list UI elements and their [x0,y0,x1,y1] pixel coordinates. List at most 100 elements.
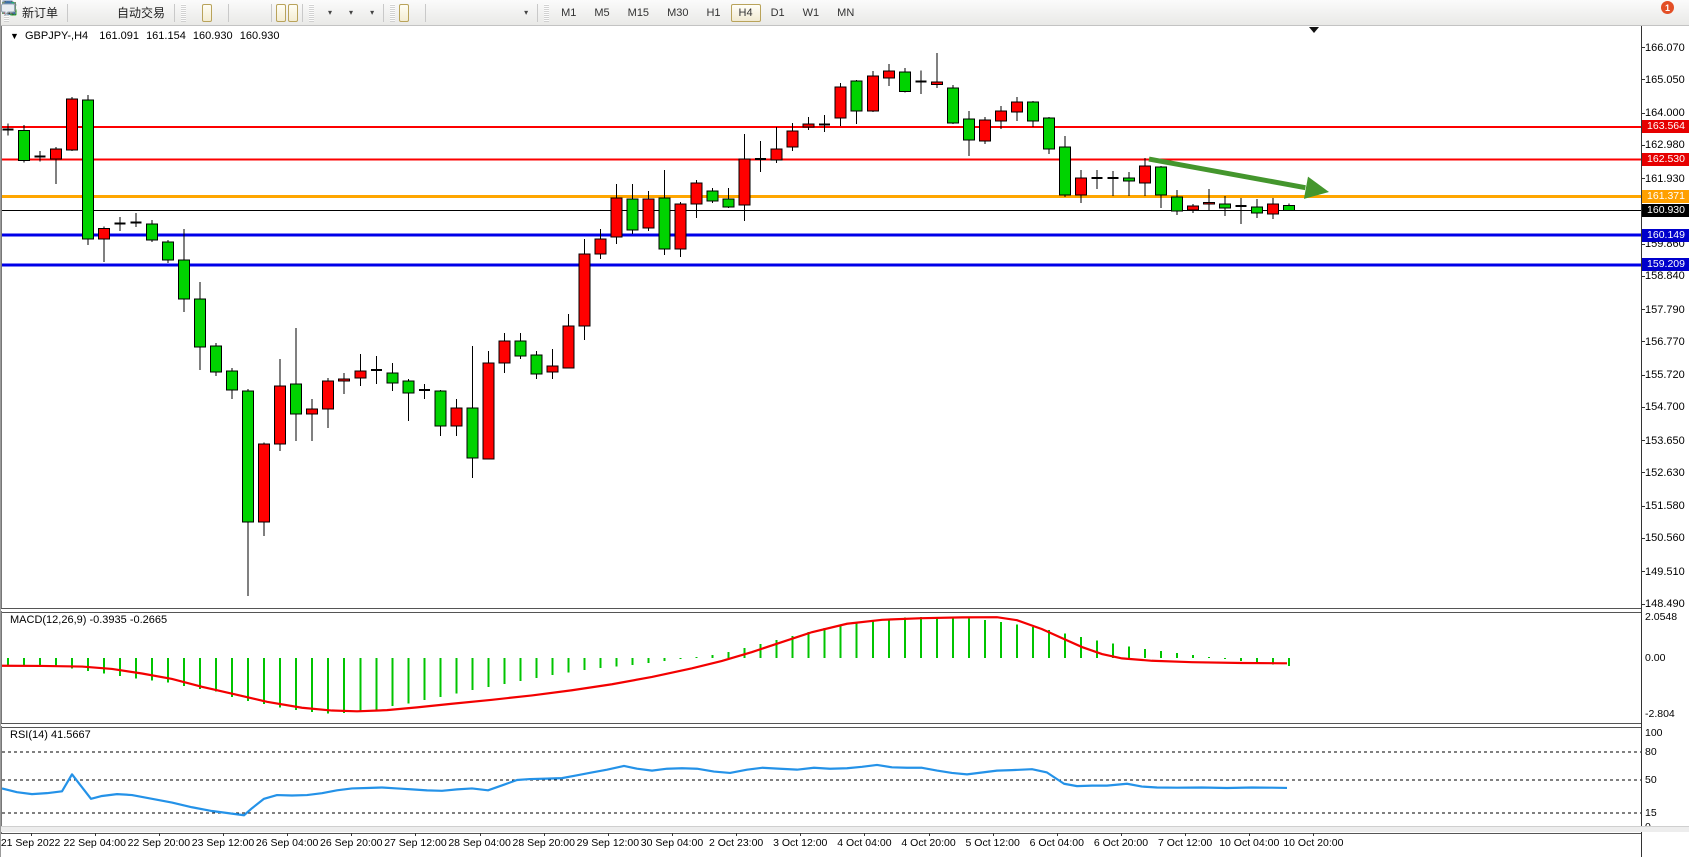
collapse-triangle-icon[interactable]: ▼ [10,31,19,41]
candle[interactable] [594,229,607,260]
candle[interactable] [1123,172,1136,197]
candle[interactable] [49,147,62,185]
candle[interactable] [418,384,430,399]
arrows-button[interactable]: ▾ [2,2,533,22]
candle[interactable] [17,124,30,163]
market-watch-button[interactable] [1,4,82,22]
candle[interactable] [755,141,767,173]
candle[interactable] [370,355,382,385]
candle[interactable] [65,97,78,152]
candle[interactable] [194,282,207,371]
bar-chart-button[interactable] [2,2,200,22]
candlestick-chart-button[interactable] [2,1,213,22]
candle[interactable] [146,220,159,242]
horizontal-line-button[interactable] [3,4,452,22]
candle[interactable] [690,179,703,218]
candle[interactable] [946,85,959,124]
scroll-to-end-button[interactable] [2,2,287,22]
candle[interactable] [1171,190,1184,216]
candle[interactable] [674,202,687,258]
candle[interactable] [1010,97,1023,122]
candle[interactable] [514,333,527,360]
candle[interactable] [770,127,783,163]
cursor-button[interactable] [6,2,410,22]
candle[interactable] [1026,101,1039,128]
candle[interactable] [354,354,367,386]
candle[interactable] [1283,203,1296,211]
candle[interactable] [274,359,287,452]
notifications-button[interactable]: 1 [1,1,1679,22]
candle[interactable] [658,169,671,255]
candle[interactable] [1187,204,1200,213]
timeframe-m5-button[interactable]: M5 [594,6,610,19]
candle[interactable] [578,239,591,341]
candle[interactable] [786,123,799,152]
trend-arrow[interactable] [1148,156,1329,199]
candle[interactable] [1058,135,1071,198]
candle[interactable] [850,79,863,124]
timeframe-h1-button[interactable]: H1 [706,6,721,19]
fibonacci-button[interactable]: F [3,2,488,22]
chevron-down-icon[interactable]: ▾ [328,8,333,17]
chevron-down-icon[interactable]: ▾ [349,8,354,17]
vertical-line-button[interactable] [8,2,440,22]
candle[interactable] [290,328,303,442]
candle[interactable] [915,70,927,94]
new-order-button[interactable]: 新订单 [2,0,63,22]
candle[interactable] [1235,198,1247,224]
candle[interactable] [930,53,943,88]
candle[interactable] [530,351,543,380]
candle[interactable] [1074,169,1087,204]
candle[interactable] [642,191,655,231]
candle[interactable] [898,67,911,93]
chevron-down-icon[interactable]: ▾ [524,8,529,17]
candle[interactable] [258,442,271,536]
candle[interactable] [706,188,719,204]
candle[interactable] [210,342,223,376]
candle[interactable] [34,151,46,162]
candle[interactable] [834,83,847,126]
candle[interactable] [242,389,255,597]
templates-button[interactable]: ▾ [2,2,379,22]
candle[interactable] [962,110,975,156]
crosshair-button[interactable] [3,2,421,22]
panel-separator[interactable] [1,723,1641,728]
candle[interactable] [386,363,399,392]
indicators-button[interactable]: ▾ [2,2,337,22]
candle[interactable] [1219,196,1232,217]
time-axis[interactable]: 21 Sep 2022 22 Sep 04:00 22 Sep 20:00 23 Se… [1,833,1641,852]
text-button[interactable]: A [5,2,500,22]
tile-windows-button[interactable] [3,2,267,22]
rsi-panel[interactable]: RSI(14) 41.5667 [1,726,1642,833]
candle[interactable] [1091,169,1103,190]
candle[interactable] [322,378,335,429]
search-button[interactable] [2,1,1650,22]
candle[interactable] [226,367,239,399]
candle[interactable] [866,71,879,112]
trendline-button[interactable] [2,2,464,22]
candle[interactable] [819,114,831,132]
candle[interactable] [610,184,623,244]
candle[interactable] [97,226,110,262]
candle[interactable] [162,240,175,264]
candle[interactable] [1155,166,1168,209]
timeframe-m30-button[interactable]: M30 [667,6,689,19]
terminal-button[interactable] [2,2,94,22]
timeframe-d1-button[interactable]: D1 [770,6,785,19]
panel-separator[interactable] [1,608,1641,613]
timeframe-m15-button[interactable]: M15 [627,6,650,19]
candle[interactable] [402,379,415,422]
candle[interactable] [81,94,94,245]
chart-shift-button[interactable] [2,2,299,22]
timeframe-w1-button[interactable]: W1 [802,6,820,19]
candle[interactable] [738,134,751,222]
candle[interactable] [802,117,815,130]
candle[interactable] [498,333,511,374]
candle[interactable] [1203,189,1216,211]
candle[interactable] [978,117,991,144]
candle[interactable] [1042,117,1055,155]
price-chart-panel[interactable]: ▼ GBPJPY-,H4 161.091 161.154 160.930 160… [1,26,1642,608]
alerts-button[interactable] [4,1,106,22]
zoom-out-button[interactable] [2,1,255,22]
candle[interactable] [722,188,735,209]
